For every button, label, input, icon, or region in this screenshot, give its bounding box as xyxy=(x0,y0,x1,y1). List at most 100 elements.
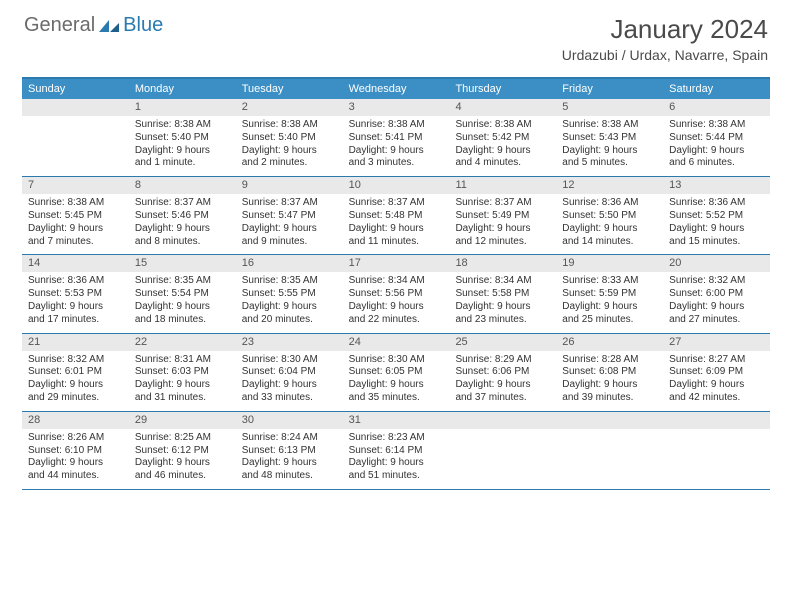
day-line: Sunrise: 8:37 AM xyxy=(242,197,337,210)
day-body: Sunrise: 8:38 AMSunset: 5:40 PMDaylight:… xyxy=(236,116,343,176)
day-cell: 8Sunrise: 8:37 AMSunset: 5:46 PMDaylight… xyxy=(129,177,236,254)
day-line: Daylight: 9 hours xyxy=(28,457,123,470)
day-line: Sunrise: 8:33 AM xyxy=(562,275,657,288)
day-line: and 27 minutes. xyxy=(669,314,764,327)
day-line: Sunrise: 8:26 AM xyxy=(28,432,123,445)
day-number: 5 xyxy=(556,99,663,116)
day-line: Sunrise: 8:24 AM xyxy=(242,432,337,445)
day-line: Sunset: 6:03 PM xyxy=(135,366,230,379)
logo-sail-icon xyxy=(97,18,121,34)
dow-friday: Friday xyxy=(556,79,663,99)
day-cell: 26Sunrise: 8:28 AMSunset: 6:08 PMDayligh… xyxy=(556,334,663,411)
day-body: Sunrise: 8:32 AMSunset: 6:01 PMDaylight:… xyxy=(22,351,129,411)
day-cell: 13Sunrise: 8:36 AMSunset: 5:52 PMDayligh… xyxy=(663,177,770,254)
day-line: Daylight: 9 hours xyxy=(669,379,764,392)
day-line: and 14 minutes. xyxy=(562,236,657,249)
day-line: Sunset: 6:14 PM xyxy=(349,445,444,458)
day-body xyxy=(556,429,663,487)
day-line: Daylight: 9 hours xyxy=(242,223,337,236)
day-line: Sunset: 6:10 PM xyxy=(28,445,123,458)
logo-text-general: General xyxy=(24,14,95,37)
day-cell: 27Sunrise: 8:27 AMSunset: 6:09 PMDayligh… xyxy=(663,334,770,411)
day-line: Sunrise: 8:27 AM xyxy=(669,354,764,367)
day-number: 1 xyxy=(129,99,236,116)
week-row: 7Sunrise: 8:38 AMSunset: 5:45 PMDaylight… xyxy=(22,177,770,255)
day-line: and 2 minutes. xyxy=(242,157,337,170)
day-number: 6 xyxy=(663,99,770,116)
day-cell: 30Sunrise: 8:24 AMSunset: 6:13 PMDayligh… xyxy=(236,412,343,489)
day-cell: 16Sunrise: 8:35 AMSunset: 5:55 PMDayligh… xyxy=(236,255,343,332)
day-line: and 39 minutes. xyxy=(562,392,657,405)
day-line: Daylight: 9 hours xyxy=(455,379,550,392)
day-number: 21 xyxy=(22,334,129,351)
day-line: Sunrise: 8:25 AM xyxy=(135,432,230,445)
day-line: and 11 minutes. xyxy=(349,236,444,249)
day-line: Sunset: 5:50 PM xyxy=(562,210,657,223)
day-body: Sunrise: 8:35 AMSunset: 5:55 PMDaylight:… xyxy=(236,272,343,332)
day-number: 4 xyxy=(449,99,556,116)
day-number: 25 xyxy=(449,334,556,351)
day-line: Daylight: 9 hours xyxy=(242,379,337,392)
day-cell: 10Sunrise: 8:37 AMSunset: 5:48 PMDayligh… xyxy=(343,177,450,254)
day-cell: 29Sunrise: 8:25 AMSunset: 6:12 PMDayligh… xyxy=(129,412,236,489)
day-line: Daylight: 9 hours xyxy=(349,457,444,470)
day-number: 23 xyxy=(236,334,343,351)
day-body: Sunrise: 8:38 AMSunset: 5:41 PMDaylight:… xyxy=(343,116,450,176)
day-line: Daylight: 9 hours xyxy=(562,379,657,392)
day-line: Sunrise: 8:37 AM xyxy=(455,197,550,210)
day-line: Daylight: 9 hours xyxy=(28,223,123,236)
day-body: Sunrise: 8:36 AMSunset: 5:53 PMDaylight:… xyxy=(22,272,129,332)
day-line: Sunset: 5:54 PM xyxy=(135,288,230,301)
dow-sunday: Sunday xyxy=(22,79,129,99)
day-body xyxy=(449,429,556,487)
title-block: January 2024 Urdazubi / Urdax, Navarre, … xyxy=(562,14,768,63)
day-number: 10 xyxy=(343,177,450,194)
day-line: and 18 minutes. xyxy=(135,314,230,327)
day-line: Daylight: 9 hours xyxy=(669,301,764,314)
day-body: Sunrise: 8:38 AMSunset: 5:43 PMDaylight:… xyxy=(556,116,663,176)
day-line: Sunrise: 8:23 AM xyxy=(349,432,444,445)
day-line: and 5 minutes. xyxy=(562,157,657,170)
day-body: Sunrise: 8:37 AMSunset: 5:49 PMDaylight:… xyxy=(449,194,556,254)
day-cell: 25Sunrise: 8:29 AMSunset: 6:06 PMDayligh… xyxy=(449,334,556,411)
day-line: Daylight: 9 hours xyxy=(242,457,337,470)
day-body: Sunrise: 8:29 AMSunset: 6:06 PMDaylight:… xyxy=(449,351,556,411)
day-line: Sunset: 5:41 PM xyxy=(349,132,444,145)
day-line: and 33 minutes. xyxy=(242,392,337,405)
day-line: Daylight: 9 hours xyxy=(562,301,657,314)
day-number: 24 xyxy=(343,334,450,351)
day-line: and 35 minutes. xyxy=(349,392,444,405)
day-line: Sunset: 5:45 PM xyxy=(28,210,123,223)
day-line: and 15 minutes. xyxy=(669,236,764,249)
dow-wednesday: Wednesday xyxy=(343,79,450,99)
day-line: Daylight: 9 hours xyxy=(242,145,337,158)
day-line: Sunset: 5:40 PM xyxy=(135,132,230,145)
day-line: Sunset: 5:48 PM xyxy=(349,210,444,223)
header: General Blue January 2024 Urdazubi / Urd… xyxy=(0,0,792,67)
dow-thursday: Thursday xyxy=(449,79,556,99)
day-body: Sunrise: 8:38 AMSunset: 5:42 PMDaylight:… xyxy=(449,116,556,176)
day-cell: 17Sunrise: 8:34 AMSunset: 5:56 PMDayligh… xyxy=(343,255,450,332)
day-body: Sunrise: 8:38 AMSunset: 5:44 PMDaylight:… xyxy=(663,116,770,176)
week-row: 28Sunrise: 8:26 AMSunset: 6:10 PMDayligh… xyxy=(22,412,770,490)
day-line: Sunrise: 8:37 AM xyxy=(349,197,444,210)
day-cell: 20Sunrise: 8:32 AMSunset: 6:00 PMDayligh… xyxy=(663,255,770,332)
day-cell: 14Sunrise: 8:36 AMSunset: 5:53 PMDayligh… xyxy=(22,255,129,332)
day-line: Sunset: 6:12 PM xyxy=(135,445,230,458)
day-body: Sunrise: 8:35 AMSunset: 5:54 PMDaylight:… xyxy=(129,272,236,332)
day-line: Sunrise: 8:38 AM xyxy=(135,119,230,132)
day-line: Sunrise: 8:34 AM xyxy=(349,275,444,288)
day-line: and 37 minutes. xyxy=(455,392,550,405)
week-row: 1Sunrise: 8:38 AMSunset: 5:40 PMDaylight… xyxy=(22,99,770,177)
day-line: Sunrise: 8:35 AM xyxy=(135,275,230,288)
day-line: Sunrise: 8:38 AM xyxy=(28,197,123,210)
day-line: Daylight: 9 hours xyxy=(349,145,444,158)
day-body: Sunrise: 8:23 AMSunset: 6:14 PMDaylight:… xyxy=(343,429,450,489)
day-line: Sunrise: 8:30 AM xyxy=(349,354,444,367)
day-line: Sunrise: 8:28 AM xyxy=(562,354,657,367)
day-line: Sunrise: 8:30 AM xyxy=(242,354,337,367)
day-body: Sunrise: 8:28 AMSunset: 6:08 PMDaylight:… xyxy=(556,351,663,411)
calendar: Sunday Monday Tuesday Wednesday Thursday… xyxy=(22,77,770,490)
day-number: 9 xyxy=(236,177,343,194)
day-cell xyxy=(556,412,663,489)
